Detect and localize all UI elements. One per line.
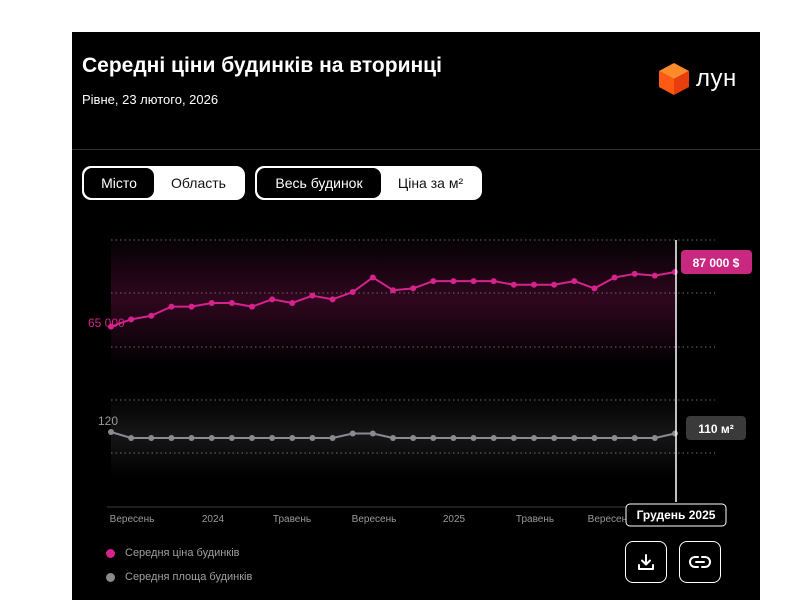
price-tooltip-box	[681, 250, 752, 274]
area-start-label: 120	[98, 414, 118, 428]
data-point-price[interactable]	[651, 272, 658, 279]
data-point-price[interactable]	[430, 278, 437, 285]
data-point-area[interactable]	[571, 435, 578, 441]
link-icon	[689, 556, 711, 568]
data-point-area[interactable]	[188, 435, 195, 441]
x-tick-label: Вересень	[588, 514, 633, 525]
data-point-area[interactable]	[410, 435, 417, 441]
data-point-area[interactable]	[228, 435, 235, 441]
page-title: Середні ціни будинків на вторинці	[82, 54, 442, 77]
data-point-price[interactable]	[470, 278, 477, 285]
data-point-area[interactable]	[349, 430, 356, 437]
data-point-area[interactable]	[168, 435, 175, 441]
legend-price-label: Середня ціна будинків	[125, 547, 240, 559]
data-point-area[interactable]	[490, 435, 497, 441]
data-point-area[interactable]	[128, 435, 135, 441]
data-point-area[interactable]	[631, 435, 638, 441]
data-point-area[interactable]	[611, 435, 618, 441]
area-tooltip-value: 110 м²	[698, 422, 734, 436]
measure-toggle: Весь будинок Ціна за м²	[255, 166, 482, 200]
price-start-label: 65 000	[88, 316, 125, 330]
data-point-price[interactable]	[128, 316, 135, 323]
data-point-area[interactable]	[148, 435, 155, 441]
data-point-price[interactable]	[269, 296, 276, 303]
data-point-area[interactable]	[551, 435, 558, 441]
cursor-date-label: Грудень 2025	[637, 508, 716, 522]
data-point-price[interactable]	[108, 323, 114, 330]
x-tick-label: Вересень	[352, 514, 397, 525]
lun-logo: лун	[658, 62, 737, 96]
data-point-area[interactable]	[329, 435, 336, 441]
data-point-price[interactable]	[611, 274, 618, 281]
data-point-area[interactable]	[591, 435, 598, 441]
x-tick-label: Травень	[273, 514, 311, 525]
data-point-price[interactable]	[188, 303, 195, 310]
x-tick-label: 2025	[443, 514, 466, 525]
legend-price[interactable]: Середня ціна будинків	[106, 547, 240, 559]
data-point-price[interactable]	[531, 281, 537, 288]
x-tick-label: Травень	[516, 514, 554, 525]
data-point-area[interactable]	[672, 430, 678, 437]
header-divider	[72, 149, 760, 150]
area-toggle: Місто Область	[82, 166, 245, 200]
toggle-city[interactable]: Місто	[84, 168, 154, 198]
data-point-area[interactable]	[651, 435, 658, 441]
data-point-area[interactable]	[450, 435, 457, 441]
data-point-area[interactable]	[309, 435, 316, 441]
data-point-price[interactable]	[148, 312, 155, 319]
data-point-price[interactable]	[369, 274, 376, 281]
data-point-price[interactable]	[289, 299, 296, 306]
data-point-area[interactable]	[208, 435, 215, 441]
legend-area[interactable]: Середня площа будинків	[106, 571, 252, 583]
cursor-date-box	[625, 503, 727, 527]
data-point-area[interactable]	[470, 435, 477, 441]
data-point-price[interactable]	[168, 303, 175, 310]
chart-card: Середні ціни будинків на вторинці Рівне,…	[72, 32, 760, 600]
x-tick-label: 2024	[202, 514, 225, 525]
logo-text: лун	[696, 65, 737, 92]
data-point-price[interactable]	[571, 278, 578, 285]
data-point-price[interactable]	[410, 285, 417, 292]
series-glow-price	[111, 232, 675, 367]
toggle-region[interactable]: Область	[171, 175, 226, 191]
data-point-area[interactable]	[269, 435, 276, 441]
x-tick-label: Вересень	[110, 514, 155, 525]
data-point-area[interactable]	[289, 435, 296, 441]
data-point-price[interactable]	[672, 269, 678, 275]
area-tooltip-box	[686, 416, 746, 440]
data-point-area[interactable]	[430, 435, 437, 441]
price-tooltip-value: 87 000 $	[693, 256, 740, 270]
cube-logo-icon	[659, 63, 689, 95]
data-point-price[interactable]	[631, 270, 638, 277]
legend-area-dot	[106, 572, 115, 582]
page-subtitle: Рівне, 23 лютого, 2026	[82, 92, 219, 107]
data-point-area[interactable]	[390, 435, 396, 441]
data-point-area[interactable]	[369, 430, 376, 437]
data-point-price[interactable]	[329, 296, 336, 303]
data-point-price[interactable]	[249, 303, 255, 310]
share-link-button[interactable]	[679, 541, 721, 583]
data-point-price[interactable]	[228, 299, 235, 306]
data-point-price[interactable]	[450, 278, 457, 285]
legend-price-dot	[106, 548, 115, 558]
download-button[interactable]	[625, 541, 667, 583]
legend-area-label: Середня площа будинків	[125, 571, 253, 583]
toggle-whole-house[interactable]: Весь будинок	[257, 168, 381, 198]
data-point-price[interactable]	[390, 287, 396, 294]
toggle-price-per-m2[interactable]: Ціна за м²	[397, 175, 464, 191]
data-point-price[interactable]	[309, 292, 316, 299]
price-line-chart: 65 000 120 Вересень 2024 Травень Вересень 2025…	[88, 232, 752, 527]
data-point-price[interactable]	[349, 289, 356, 296]
data-point-price[interactable]	[510, 281, 517, 288]
data-point-price[interactable]	[208, 299, 215, 306]
data-point-area[interactable]	[510, 435, 517, 441]
data-point-price[interactable]	[490, 278, 497, 285]
data-point-area[interactable]	[108, 429, 114, 435]
data-point-price[interactable]	[551, 281, 558, 288]
data-point-area[interactable]	[531, 435, 537, 441]
data-point-area[interactable]	[249, 435, 255, 441]
download-icon	[638, 554, 654, 570]
data-point-price[interactable]	[591, 285, 598, 292]
